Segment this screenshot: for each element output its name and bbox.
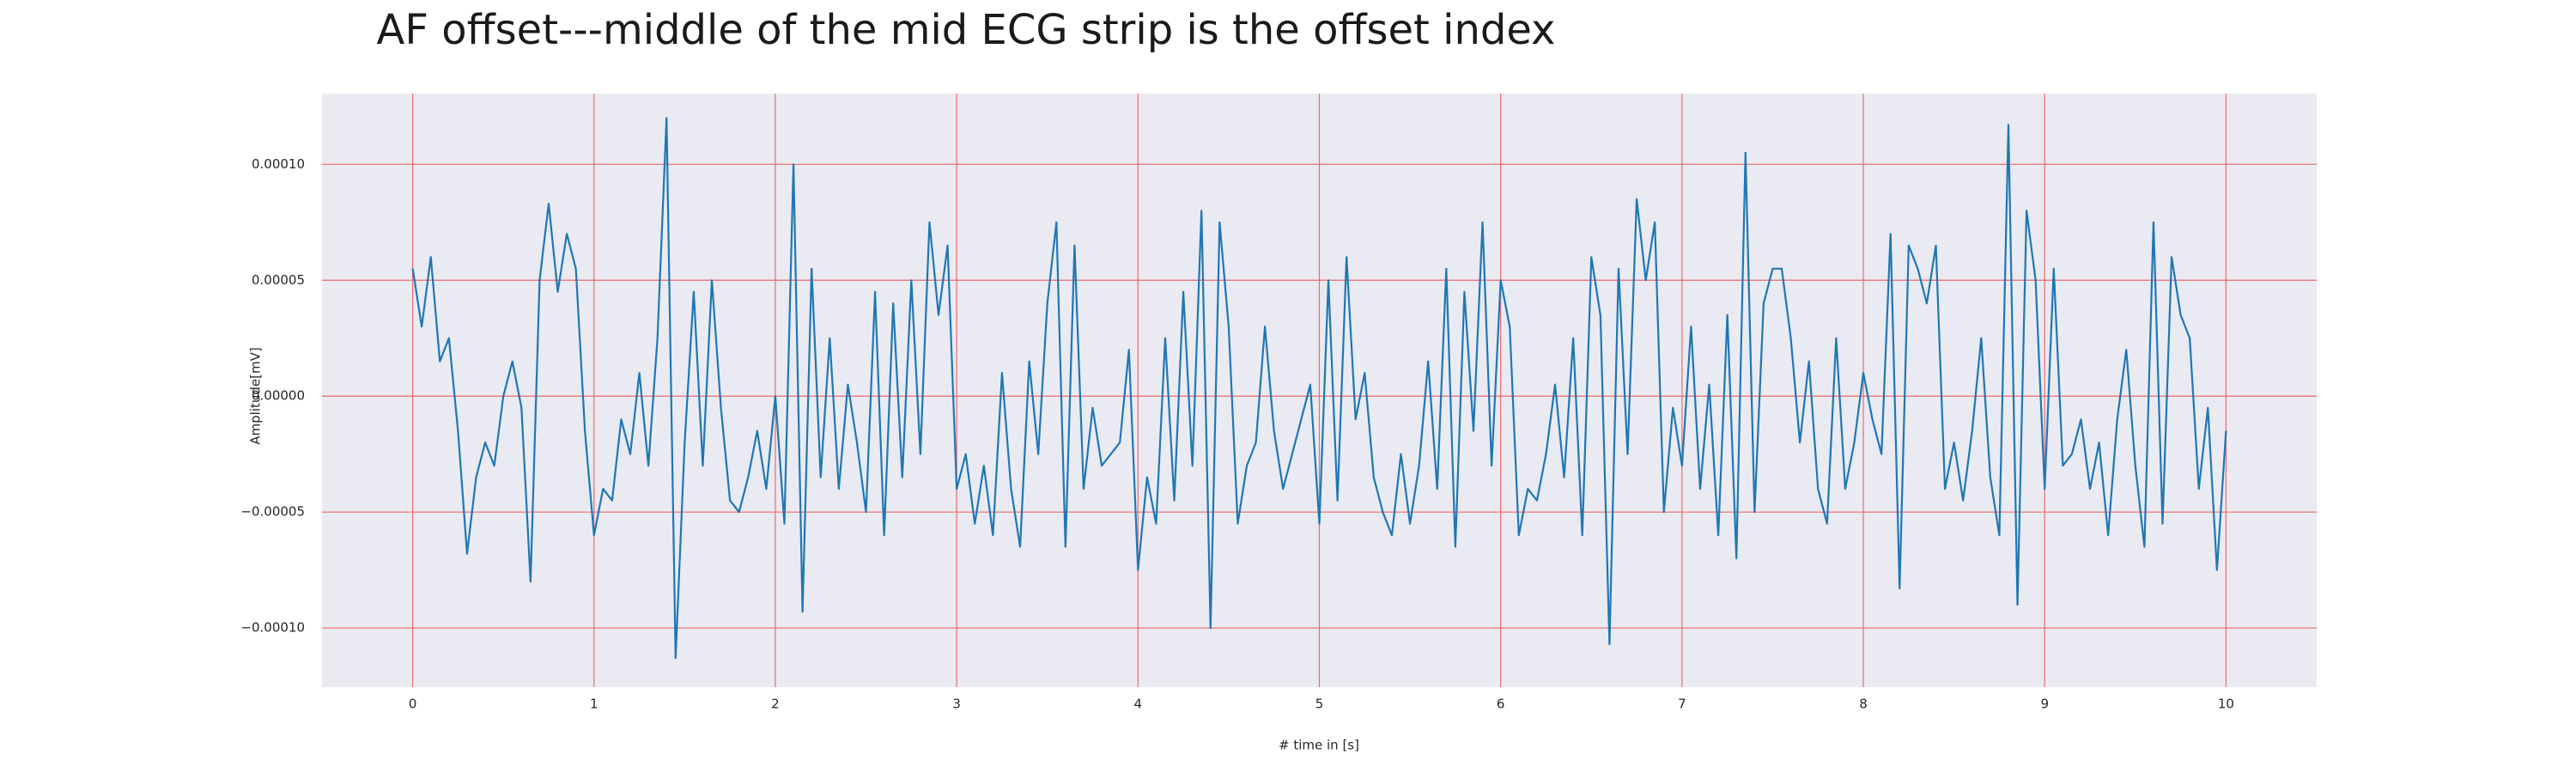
x-axis-label: # time in [s] <box>1279 738 1359 753</box>
y-tick-label: −0.00005 <box>240 504 305 520</box>
x-tick-label: 7 <box>1678 697 1686 712</box>
x-tick-label: 3 <box>952 697 961 712</box>
x-tick-label: 5 <box>1315 697 1324 712</box>
x-tick-label: 10 <box>2218 697 2234 712</box>
y-axis-label: Amplitude[mV] <box>248 347 264 444</box>
plot-area <box>322 94 2317 687</box>
x-tick-label: 1 <box>590 697 598 712</box>
y-tick-label: 0.00010 <box>252 156 305 172</box>
y-tick-label: 0.00005 <box>252 272 305 288</box>
x-tick-label: 8 <box>1859 697 1868 712</box>
x-tick-label: 4 <box>1134 697 1143 712</box>
y-tick-label: −0.00010 <box>240 620 305 636</box>
ecg-line <box>411 117 2227 660</box>
x-tick-label: 2 <box>771 697 780 712</box>
y-tick-label: 0.00000 <box>252 388 305 404</box>
x-tick-label: 9 <box>2040 697 2049 712</box>
x-tick-label: 0 <box>409 697 417 712</box>
chart-title: AF offset---middle of the mid ECG strip … <box>377 6 1556 54</box>
x-tick-label: 6 <box>1497 697 1505 712</box>
